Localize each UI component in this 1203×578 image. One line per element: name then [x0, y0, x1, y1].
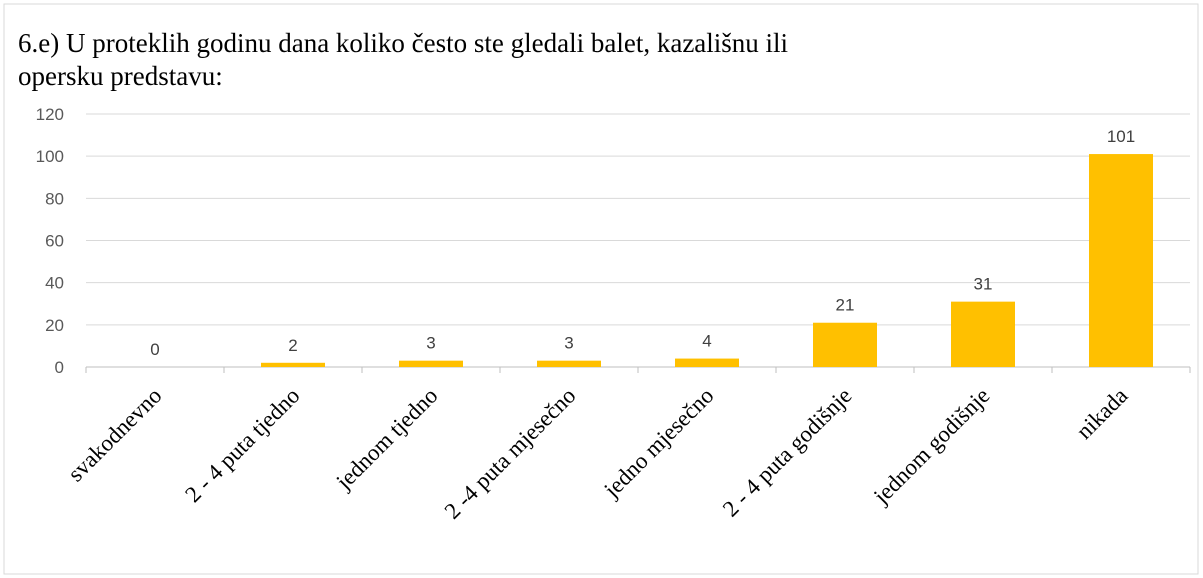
bar	[813, 322, 877, 367]
y-tick-label: 20	[45, 316, 64, 335]
y-tick-label: 40	[45, 274, 64, 293]
bar	[675, 358, 739, 367]
data-label: 0	[150, 340, 159, 359]
data-label: 2	[288, 336, 297, 355]
y-tick-label: 120	[36, 105, 64, 124]
bar	[261, 362, 325, 367]
chart-title-line: 6.e) U proteklih godinu dana koliko čest…	[18, 28, 788, 58]
y-tick-label: 100	[36, 147, 64, 166]
data-label: 21	[836, 296, 855, 315]
y-tick-label: 0	[55, 358, 64, 377]
chart-border	[3, 3, 1199, 575]
data-label: 3	[426, 334, 435, 353]
data-label: 101	[1107, 127, 1135, 146]
chart-title-line: opersku predstavu:	[18, 61, 223, 91]
bar	[399, 360, 463, 367]
bar	[951, 301, 1015, 367]
data-label: 4	[702, 332, 711, 351]
bar	[537, 360, 601, 367]
bar	[1089, 154, 1153, 367]
y-tick-label: 60	[45, 232, 64, 251]
y-tick-label: 80	[45, 189, 64, 208]
data-label: 3	[564, 334, 573, 353]
data-label: 31	[974, 275, 993, 294]
